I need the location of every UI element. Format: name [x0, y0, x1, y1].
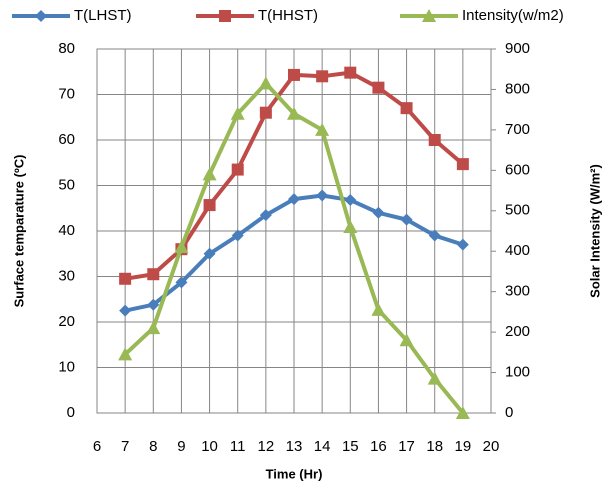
x-tick-label: 11: [230, 438, 246, 455]
data-point: [147, 298, 160, 311]
legend-label: T(LHST): [74, 7, 132, 24]
y2-tick-label: 400: [505, 242, 530, 259]
y2-tick-label: 100: [505, 364, 530, 381]
data-point: [371, 302, 386, 316]
y-tick-label: 10: [58, 358, 75, 375]
data-point: [344, 194, 357, 207]
data-point: [146, 321, 161, 335]
y-tick-label: 0: [67, 404, 75, 421]
data-point: [259, 209, 272, 222]
y2-tick-label: 0: [505, 404, 513, 421]
data-point: [231, 229, 244, 242]
data-point: [174, 240, 189, 254]
y-tick-label: 80: [58, 40, 75, 57]
data-point: [119, 304, 132, 317]
y2-tick-label: 200: [505, 323, 530, 340]
y-tick-label: 50: [58, 176, 75, 193]
legend-marker: [219, 10, 231, 22]
data-point: [118, 347, 133, 361]
x-tick-label: 15: [342, 438, 359, 455]
y2-tick-label: 600: [505, 161, 530, 178]
data-point: [455, 406, 470, 419]
y-tick-label: 60: [58, 131, 75, 148]
data-point: [203, 247, 216, 260]
legend-label: T(HHST): [258, 7, 318, 24]
data-point: [399, 333, 414, 347]
data-point: [258, 76, 273, 90]
data-point: [343, 219, 358, 233]
y2-tick-label: 800: [505, 80, 530, 97]
x-tick-label: 13: [286, 438, 303, 455]
x-tick-label: 8: [149, 438, 157, 455]
y-tick-label: 30: [58, 267, 75, 284]
data-point: [287, 106, 301, 120]
data-point: [316, 70, 329, 83]
y-axis-title: Surface temparature (ºC): [11, 155, 26, 308]
x-tick-label: 9: [177, 438, 185, 455]
legend-label: Intensity(w/m2): [462, 7, 564, 24]
y-tick-label: 40: [58, 222, 75, 239]
x-tick-label: 10: [201, 438, 218, 455]
x-tick-label: 14: [314, 438, 331, 455]
data-point: [175, 276, 188, 289]
data-point: [428, 134, 441, 146]
x-tick-label: 19: [455, 438, 472, 455]
data-point: [230, 106, 245, 120]
data-point: [203, 199, 216, 212]
x-tick-label: 16: [370, 438, 387, 455]
plot-border: [96, 48, 492, 414]
x-tick-label: 7: [121, 438, 129, 455]
x-tick-label: 20: [483, 438, 500, 455]
x-tick-label: 6: [93, 438, 101, 455]
y2-tick-label: 500: [505, 202, 530, 219]
data-point: [315, 122, 330, 136]
data-point: [400, 213, 413, 226]
data-point: [288, 68, 300, 81]
data-point: [428, 229, 441, 242]
y-tick-label: 70: [58, 85, 75, 102]
y2-tick-label: 700: [505, 121, 530, 138]
data-point: [316, 189, 329, 202]
data-point: [456, 238, 469, 251]
data-point: [202, 167, 217, 181]
y2-tick-label: 900: [505, 40, 530, 57]
x-tick-label: 12: [258, 438, 275, 455]
data-point: [147, 268, 160, 281]
data-point: [288, 193, 300, 206]
x-tick-label: 17: [398, 438, 415, 455]
y2-tick-label: 300: [505, 283, 530, 300]
x-axis-title: Time (Hr): [266, 466, 323, 481]
x-tick-label: 18: [426, 438, 443, 455]
data-point: [344, 66, 357, 79]
data-point: [372, 81, 385, 94]
data-point: [259, 106, 272, 119]
data-point: [456, 158, 469, 171]
legend-marker: [35, 10, 47, 22]
data-point: [400, 102, 413, 115]
y2-axis-title: Solar Intensity (W/m²): [587, 164, 602, 298]
data-point: [427, 371, 442, 385]
data-point: [119, 272, 132, 285]
data-point: [372, 206, 385, 219]
y-tick-label: 20: [58, 313, 75, 330]
data-point: [231, 163, 244, 176]
legend-marker: [422, 9, 436, 22]
